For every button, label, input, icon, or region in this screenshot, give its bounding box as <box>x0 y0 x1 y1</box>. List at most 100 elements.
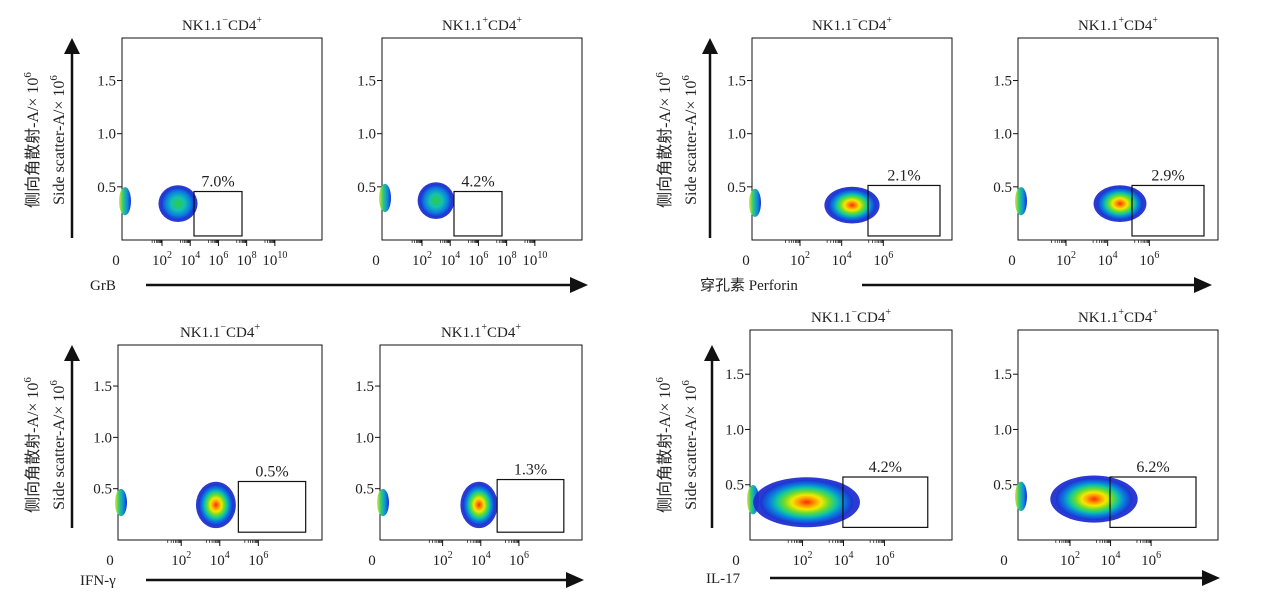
gate-box <box>237 480 307 533</box>
axis-edge-events <box>1015 481 1027 512</box>
x-tick-label: 102 <box>1060 550 1080 569</box>
gate-percent-label: 4.2% <box>461 174 494 191</box>
y-tick-label: 1.5 <box>725 367 744 383</box>
x-tick-label: 104 <box>471 550 491 569</box>
x-tick-label: 104 <box>440 250 460 269</box>
y-axis-label-cn: 侧向角散射-A/× 106 <box>22 377 42 513</box>
y-tick-label: 1.5 <box>357 74 376 90</box>
plot-frame <box>751 37 953 241</box>
y-tick-label: 0.5 <box>993 180 1012 196</box>
y-tick-label: 0.5 <box>355 482 374 498</box>
population-density-core <box>760 479 854 525</box>
panel-title: NK1.1−CD4+ <box>180 322 260 341</box>
x-tick-label: 104 <box>1098 250 1118 269</box>
x-tick-label: 104 <box>833 550 853 569</box>
x-axis-label: GrB <box>90 278 116 294</box>
x-tick-label: 1010 <box>262 250 287 269</box>
x-tick-label: 106 <box>248 550 268 569</box>
axis-edge-events <box>115 488 127 517</box>
x-axis-label: IFN-γ <box>80 573 116 589</box>
x-tick-label: 0 <box>106 553 114 569</box>
y-axis-label-en: Side scatter-A/× 106 <box>48 75 68 205</box>
y-tick-label: 1.5 <box>97 74 116 90</box>
x-tick-label: 0 <box>372 253 380 269</box>
x-tick-label: 104 <box>210 550 230 569</box>
plot-frame <box>381 37 583 241</box>
y-tick-label: 1.0 <box>97 127 116 143</box>
x-tick-label: 106 <box>208 250 228 269</box>
y-tick-label: 0.5 <box>725 478 744 494</box>
plot-frame <box>749 329 953 541</box>
x-tick-label: 0 <box>1000 553 1008 569</box>
x-tick-label: 106 <box>1139 250 1159 269</box>
y-axis-label-en: Side scatter-A/× 106 <box>680 75 700 205</box>
x-tick-label: 106 <box>1141 550 1161 569</box>
x-tick-label: 104 <box>180 250 200 269</box>
y-axis-label-en: Side scatter-A/× 106 <box>680 380 700 510</box>
axis-edge-events <box>119 187 131 216</box>
y-axis-label-cn: 侧向角散射-A/× 106 <box>654 377 674 513</box>
population-density-core <box>462 484 496 526</box>
population-density-core <box>1056 478 1132 521</box>
y-tick-label: 1.0 <box>725 422 744 438</box>
panel-title: NK1.1+CD4+ <box>441 322 521 341</box>
y-tick-label: 0.5 <box>97 180 116 196</box>
plot-frame <box>121 37 323 241</box>
x-tick-label: 104 <box>832 250 852 269</box>
y-axis-arrow-head <box>64 345 80 361</box>
y-tick-label: 1.0 <box>993 127 1012 143</box>
x-tick-label: 108 <box>237 250 257 269</box>
x-tick-label: 102 <box>412 250 432 269</box>
y-tick-label: 1.0 <box>355 430 374 446</box>
x-axis-arrow-head <box>1194 277 1212 293</box>
y-tick-label: 0.5 <box>357 180 376 196</box>
population-density-core <box>420 184 452 218</box>
x-tick-label: 102 <box>433 550 453 569</box>
panel-3-2: NK1.1+CD4+ 0.5 1.0 1.5 0 102 104 106 1.3% <box>355 322 583 569</box>
panel-title: NK1.1+CD4+ <box>1078 307 1158 326</box>
x-tick-label: 102 <box>171 550 191 569</box>
x-axis-label: 穿孔素 Perforin <box>700 277 798 294</box>
axis-edge-events <box>377 488 389 517</box>
x-tick-label: 106 <box>874 550 894 569</box>
axis-edge-events <box>379 183 391 213</box>
x-tick-label: 0 <box>732 553 740 569</box>
panel-1-2: NK1.1+CD4+ 0.5 1.0 1.5 0 102 104 106 108 1010 4.2% <box>357 15 583 269</box>
chart-group-2: 侧向角散射-A/× 106 Side scatter-A/× 106 穿孔素 Per… <box>654 15 1219 294</box>
panel-title: NK1.1−CD4+ <box>812 15 892 34</box>
y-axis-arrow-head <box>64 38 80 54</box>
axis-edge-events <box>749 188 761 217</box>
gate-percent-label: 2.9% <box>1151 167 1184 184</box>
x-tick-label: 104 <box>1101 550 1121 569</box>
y-axis-label-cn: 侧向角散射-A/× 106 <box>654 72 674 208</box>
gate-percent-label: 4.2% <box>869 459 902 476</box>
panel-title: NK1.1+CD4+ <box>1078 15 1158 34</box>
panel-title: NK1.1+CD4+ <box>442 15 522 34</box>
y-tick-label: 1.5 <box>727 74 746 90</box>
panel-3-1: NK1.1−CD4+ 0.5 1.0 1.5 0 102 104 106 0.5% <box>93 322 323 569</box>
y-axis-arrow-head <box>704 345 720 361</box>
y-tick-label: 0.5 <box>993 478 1012 494</box>
x-axis-arrow-head <box>570 277 588 293</box>
plot-frame <box>1017 37 1219 241</box>
gate-box <box>193 190 243 237</box>
y-tick-label: 1.0 <box>357 127 376 143</box>
x-tick-label: 0 <box>742 253 750 269</box>
chart-group-1: 侧向角散射-A/× 106 Side scatter-A/× 106 GrB NK1.… <box>22 15 588 294</box>
chart-group-4: 侧向角散射-A/× 106 Side scatter-A/× 106 IL-17 NK… <box>654 307 1220 587</box>
x-tick-label: 108 <box>497 250 517 269</box>
x-tick-label: 102 <box>1056 250 1076 269</box>
x-tick-label: 0 <box>112 253 120 269</box>
y-axis-label-en: Side scatter-A/× 106 <box>48 380 68 510</box>
x-tick-label: 102 <box>793 550 813 569</box>
population-density-core <box>1097 187 1143 221</box>
gate-percent-label: 2.1% <box>887 167 920 184</box>
x-tick-label: 0 <box>368 553 376 569</box>
x-tick-label: 0 <box>1008 253 1016 269</box>
gate-percent-label: 7.0% <box>201 174 234 191</box>
axis-edge-events <box>1015 187 1027 216</box>
x-tick-label: 102 <box>152 250 172 269</box>
x-tick-label: 1010 <box>522 250 547 269</box>
